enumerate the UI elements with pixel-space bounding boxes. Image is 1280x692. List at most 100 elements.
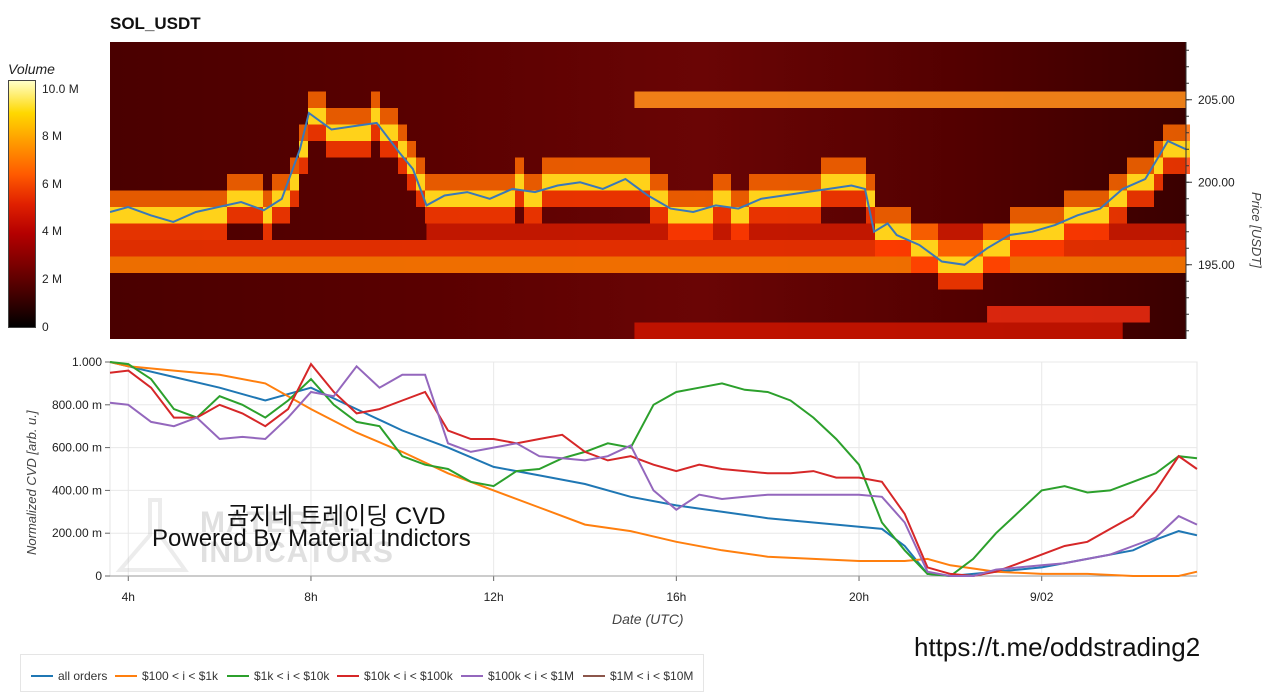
heatmap-cell	[641, 190, 650, 207]
heatmap-cell	[461, 207, 470, 224]
order-book-heatmap[interactable]: 205.00 200.00 195.00	[110, 42, 1260, 342]
heatmap-cell	[695, 207, 704, 224]
heatmap-cell	[191, 190, 200, 207]
cvd-x-tick-label: 20h	[849, 590, 869, 604]
legend-item-all-orders[interactable]: all orders	[31, 669, 107, 683]
liquidity-band	[110, 256, 1186, 273]
heatmap-cell	[308, 124, 317, 141]
heatmap-cell	[902, 240, 911, 257]
heatmap-cell	[938, 240, 947, 257]
heatmap-cell	[335, 141, 344, 158]
cvd-x-ticks: 4h 8h 12h 16h 20h 9/02	[110, 575, 1197, 604]
heatmap-cell	[173, 207, 182, 224]
heatmap-cell	[1163, 157, 1172, 174]
heatmap-cell	[938, 273, 947, 290]
heatmap-cell	[848, 157, 857, 174]
heatmap-cell	[119, 223, 128, 240]
heatmap-cell	[830, 157, 839, 174]
heatmap-cell	[1064, 207, 1073, 224]
legend-item-100k-1m[interactable]: $100k < i < $1M	[461, 669, 574, 683]
heatmap-cell	[623, 174, 632, 191]
heatmap-cell	[128, 207, 137, 224]
heatmap-cell	[920, 256, 929, 273]
heatmap-cell	[281, 190, 290, 207]
heatmap-cell	[173, 190, 182, 207]
heatmap-cell	[1055, 240, 1064, 257]
heatmap-cell	[785, 174, 794, 191]
heatmap-cell	[587, 174, 596, 191]
heatmap-cell	[128, 190, 137, 207]
heatmap-cell	[848, 174, 857, 191]
heatmap-cell	[191, 223, 200, 240]
heatmap-cell	[1073, 190, 1082, 207]
legend-item-1k-10k[interactable]: $1k < i < $10k	[227, 669, 329, 683]
heatmap-cell	[434, 207, 443, 224]
heatmap-cell	[425, 207, 434, 224]
heatmap-cell	[992, 223, 1001, 240]
colorbar-tick: 8 M	[42, 129, 63, 143]
heatmap-cell	[794, 174, 803, 191]
heatmap-cell	[1136, 174, 1145, 191]
heatmap-cell	[1127, 190, 1136, 207]
legend-item-10k-100k[interactable]: $10k < i < $100k	[337, 669, 453, 683]
heatmap-cell	[272, 207, 281, 224]
heatmap-cell	[452, 174, 461, 191]
heatmap-cell	[524, 174, 533, 191]
heatmap-cell	[776, 174, 785, 191]
heatmap-cell	[722, 190, 731, 207]
heatmap-cell	[497, 207, 506, 224]
heatmap-cell	[326, 108, 335, 125]
telegram-link[interactable]: https://t.me/oddstrading2	[914, 632, 1201, 662]
heatmap-cell	[839, 190, 848, 207]
heatmap-cell	[632, 174, 641, 191]
heatmap-cell	[119, 190, 128, 207]
heatmap-cell	[605, 190, 614, 207]
legend-swatch	[115, 675, 137, 677]
heatmap-cell	[695, 223, 704, 240]
heatmap-cell	[1172, 141, 1181, 158]
price-axis-label: Price [USDT]	[1249, 192, 1264, 268]
heatmap-cell	[551, 190, 560, 207]
heatmap-cell	[911, 256, 920, 273]
heatmap-cell	[263, 207, 272, 224]
price-line	[110, 111, 1187, 266]
heatmap-cell	[245, 207, 254, 224]
heatmap-cell	[1109, 207, 1118, 224]
heatmap-cell	[1109, 190, 1118, 207]
watermark-english: Powered By Material Indictors	[152, 525, 471, 552]
heatmap-cell	[1019, 223, 1028, 240]
heatmap-cell	[1118, 207, 1127, 224]
heatmap-cell	[785, 190, 794, 207]
heatmap-cell	[812, 174, 821, 191]
heatmap-cell	[1145, 157, 1154, 174]
heatmap-cell	[227, 190, 236, 207]
heatmap-cell	[362, 124, 371, 141]
heatmap-cell	[281, 174, 290, 191]
heatmap-cell	[227, 174, 236, 191]
heatmap-cell	[1100, 190, 1109, 207]
heatmap-cell	[947, 273, 956, 290]
heatmap-cell	[1001, 256, 1010, 273]
heatmap-cell	[1028, 240, 1037, 257]
heatmap-cell	[884, 207, 893, 224]
heatmap-cell	[713, 207, 722, 224]
cvd-y-tick-label: 1.000	[72, 355, 102, 369]
heatmap-cell	[425, 174, 434, 191]
heatmap-cell	[488, 174, 497, 191]
heatmap-cell	[407, 141, 416, 158]
cvd-chart[interactable]: 1.000 800.00 m 600.00 m 400.00 m 200.00 m 0 4…	[0, 350, 1280, 610]
legend-item-100-1k[interactable]: $100 < i < $1k	[115, 669, 218, 683]
heatmap-cell	[533, 190, 542, 207]
heatmap-cell	[1145, 190, 1154, 207]
heatmap-cell	[632, 190, 641, 207]
heatmap-cell	[758, 174, 767, 191]
heatmap-cell	[920, 223, 929, 240]
heatmap-cell	[614, 157, 623, 174]
heatmap-cell	[1037, 207, 1046, 224]
heatmap-cell	[353, 108, 362, 125]
legend-item-1m-10m[interactable]: $1M < i < $10M	[583, 669, 693, 683]
cvd-x-tick-label: 16h	[666, 590, 686, 604]
legend-swatch	[337, 675, 359, 677]
heatmap-cell	[830, 174, 839, 191]
heatmap-cell	[749, 190, 758, 207]
